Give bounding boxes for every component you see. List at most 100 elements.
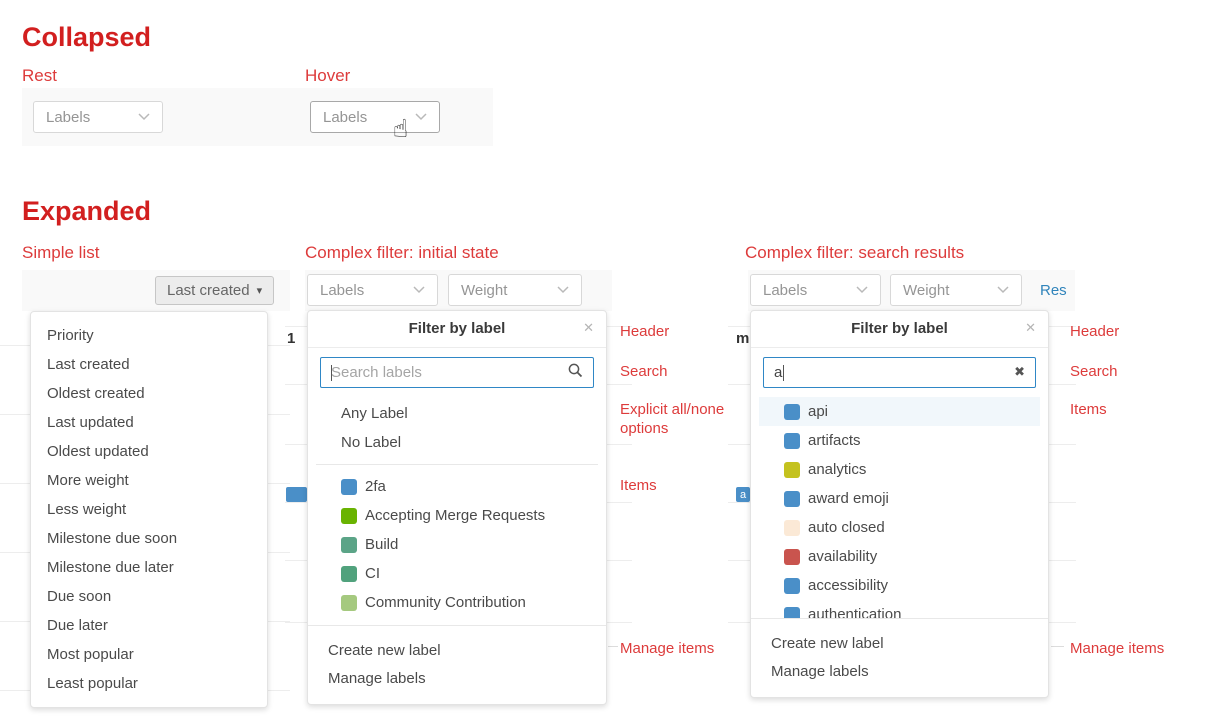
background-label-chip-fragment bbox=[286, 487, 307, 502]
label-color-swatch bbox=[784, 490, 800, 507]
caret-down-icon: ▾ bbox=[256, 284, 263, 297]
sort-option[interactable]: Milestone due soon bbox=[47, 530, 178, 547]
chevron-down-icon bbox=[138, 113, 150, 121]
dropdown-button-label: Labels bbox=[323, 108, 368, 126]
label-item[interactable]: analytics bbox=[751, 455, 1048, 484]
annotation-manage-items: Manage items bbox=[620, 640, 715, 657]
search-icon bbox=[568, 363, 583, 383]
label-search-box: ✖ bbox=[763, 357, 1036, 388]
label-name: CI bbox=[365, 565, 380, 582]
label-item[interactable]: auto closed bbox=[751, 513, 1048, 542]
label-search-input[interactable] bbox=[774, 364, 1015, 381]
sort-option[interactable]: Least popular bbox=[47, 675, 138, 692]
label-options-list: 2fa Accepting Merge Requests Build CI bbox=[308, 470, 606, 619]
section-title-expanded: Expanded bbox=[22, 196, 152, 226]
label-color-swatch bbox=[341, 565, 357, 582]
label-item[interactable]: 2fa bbox=[308, 472, 606, 501]
sort-dropdown-button[interactable]: Last created ▾ bbox=[155, 276, 275, 305]
label-name: availability bbox=[808, 548, 878, 565]
text-cursor bbox=[331, 365, 332, 381]
dropdown-button-label: Labels bbox=[320, 281, 365, 299]
panel-header: Filter by label ✕ bbox=[751, 311, 1048, 348]
label-color-swatch bbox=[784, 519, 800, 536]
list-divider bbox=[316, 464, 598, 465]
column-heading-simple-list: Simple list bbox=[22, 243, 100, 262]
chevron-down-icon bbox=[557, 286, 569, 294]
sort-option[interactable]: Oldest created bbox=[47, 385, 145, 402]
labels-dropdown-button-rest[interactable]: Labels bbox=[33, 101, 163, 133]
labels-dropdown-button-search[interactable]: Labels bbox=[750, 274, 881, 306]
label-options-list: api artifacts analytics award emoji bbox=[751, 397, 1048, 618]
dropdown-button-label: Weight bbox=[461, 281, 508, 299]
chevron-down-icon bbox=[856, 286, 868, 294]
label-name: Accepting Merge Requests bbox=[365, 507, 546, 524]
variant-label-hover: Hover bbox=[305, 66, 351, 85]
close-icon[interactable]: ✕ bbox=[583, 321, 594, 336]
background-text-fragment: 1 bbox=[287, 330, 296, 347]
column-heading-complex-initial: Complex filter: initial state bbox=[305, 243, 499, 262]
sort-option[interactable]: More weight bbox=[47, 472, 129, 489]
chevron-down-icon bbox=[415, 113, 427, 121]
all-none-option[interactable]: No Label bbox=[341, 434, 402, 451]
dropdown-button-label: Weight bbox=[903, 281, 950, 299]
annotation-items: Items bbox=[1070, 401, 1107, 418]
sort-option[interactable]: Milestone due later bbox=[47, 559, 174, 576]
sort-option[interactable]: Oldest updated bbox=[47, 443, 149, 460]
footer-link[interactable]: Manage labels bbox=[328, 670, 426, 687]
label-item[interactable]: api bbox=[759, 397, 1040, 426]
footer-link[interactable]: Manage labels bbox=[771, 663, 869, 680]
panel-header: Filter by label ✕ bbox=[308, 311, 606, 348]
pointer-hand-cursor-icon: ☝ bbox=[393, 114, 409, 143]
label-name: award emoji bbox=[808, 490, 889, 507]
label-search-box bbox=[320, 357, 594, 388]
label-name: analytics bbox=[808, 461, 867, 478]
label-name: api bbox=[808, 403, 829, 420]
sort-option[interactable]: Last created bbox=[47, 356, 130, 373]
annotation-header: Header bbox=[620, 323, 670, 340]
search-row: ✖ bbox=[751, 348, 1048, 397]
sort-option[interactable]: Priority bbox=[47, 327, 94, 344]
all-none-option[interactable]: Any Label bbox=[341, 405, 408, 422]
label-color-swatch bbox=[341, 478, 357, 495]
label-item[interactable]: accessibility bbox=[751, 571, 1048, 600]
annotation-search: Search bbox=[620, 363, 668, 380]
footer-link[interactable]: Create new label bbox=[328, 642, 441, 659]
sort-option[interactable]: Due later bbox=[47, 617, 108, 634]
label-name: 2fa bbox=[365, 478, 386, 495]
label-color-swatch bbox=[341, 507, 357, 524]
sort-option[interactable]: Less weight bbox=[47, 501, 127, 518]
clear-search-icon[interactable]: ✖ bbox=[1014, 365, 1025, 380]
label-name: authentication bbox=[808, 606, 902, 618]
label-item[interactable]: artifacts bbox=[751, 426, 1048, 455]
close-icon[interactable]: ✕ bbox=[1025, 321, 1036, 336]
annotation-search: Search bbox=[1070, 363, 1118, 380]
footer-link[interactable]: Create new label bbox=[771, 635, 884, 652]
all-none-options-list: Any Label No Label bbox=[308, 397, 606, 459]
label-color-swatch bbox=[341, 536, 357, 553]
label-item[interactable]: award emoji bbox=[751, 484, 1048, 513]
label-name: Build bbox=[365, 536, 399, 553]
sort-option[interactable]: Most popular bbox=[47, 646, 134, 663]
label-search-input[interactable] bbox=[331, 364, 568, 381]
label-name: artifacts bbox=[808, 432, 861, 449]
weight-dropdown-button-search[interactable]: Weight bbox=[890, 274, 1022, 306]
label-color-swatch bbox=[341, 594, 357, 611]
label-color-swatch bbox=[784, 606, 800, 618]
labels-dropdown-button-hover[interactable]: Labels bbox=[310, 101, 440, 133]
panel-footer: Create new label Manage labels bbox=[751, 618, 1048, 697]
label-item[interactable]: CI bbox=[308, 559, 606, 588]
weight-dropdown-button-initial[interactable]: Weight bbox=[448, 274, 582, 306]
search-row bbox=[308, 348, 606, 397]
sort-option[interactable]: Last updated bbox=[47, 414, 134, 431]
label-filter-panel-search: Filter by label ✕ ✖ api artifacts bbox=[750, 310, 1049, 698]
sort-option[interactable]: Due soon bbox=[47, 588, 112, 605]
label-item[interactable]: Community Contribution bbox=[308, 588, 606, 617]
labels-dropdown-button-initial[interactable]: Labels bbox=[307, 274, 438, 306]
label-item[interactable]: Build bbox=[308, 530, 606, 559]
label-item[interactable]: Accepting Merge Requests bbox=[308, 501, 606, 530]
label-item[interactable]: authentication bbox=[751, 600, 1048, 618]
label-item[interactable]: availability bbox=[751, 542, 1048, 571]
sort-options-panel: Priority Last created Oldest created Las… bbox=[30, 311, 268, 708]
reset-link-clipped[interactable]: Res bbox=[1040, 282, 1067, 299]
